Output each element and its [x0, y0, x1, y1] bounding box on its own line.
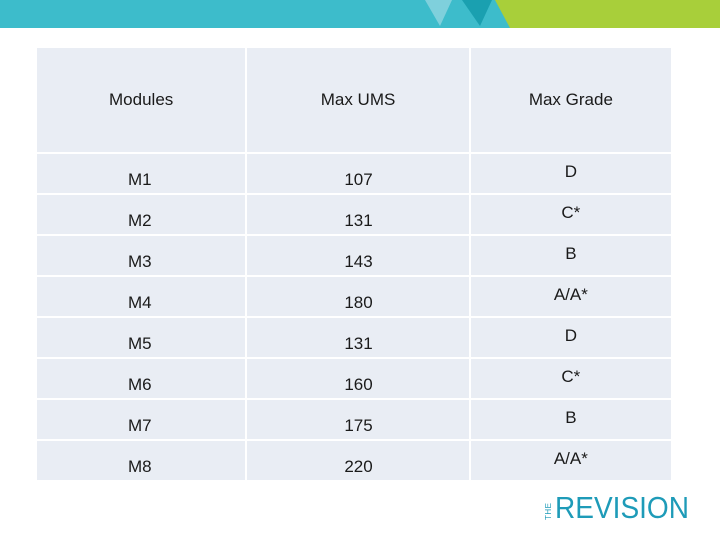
module-cell: M5	[37, 317, 248, 359]
header-max-grade: Max Grade	[469, 48, 671, 154]
max-grade-cell: B	[469, 399, 671, 441]
max-ums-cell: 180	[246, 276, 471, 318]
table-row: M3 143 B	[37, 235, 671, 277]
max-grade-cell: D	[469, 317, 671, 359]
module-cell: M7	[37, 399, 248, 441]
table-row: M4 180 A/A*	[37, 276, 671, 318]
table-row: M2 131 C*	[37, 194, 671, 236]
module-cell: M4	[37, 276, 248, 318]
module-cell: M3	[37, 235, 248, 277]
the-revision-logo: THE REVISION	[544, 490, 689, 522]
module-cell: M2	[37, 194, 248, 236]
module-cell: M8	[37, 440, 248, 480]
table-row: M6 160 C*	[37, 358, 671, 400]
max-grade-cell: A/A*	[553, 449, 588, 468]
max-grade-cell: B	[469, 235, 671, 277]
table-row: M8 220 A/A*	[37, 440, 671, 480]
header-banner	[0, 0, 720, 28]
max-grade-cell: A/A*	[469, 276, 671, 318]
max-ums-cell: 160	[246, 358, 471, 400]
max-ums-cell: 131	[246, 317, 471, 359]
table-row: M5 131 D	[37, 317, 671, 359]
module-cell: M1	[37, 153, 248, 195]
table-row: M1 107 D	[37, 153, 671, 195]
header-modules: Modules	[37, 48, 248, 154]
max-ums-cell: 143	[246, 235, 471, 277]
max-ums-cell: 175	[246, 399, 471, 441]
module-grades-table: Modules Max UMS Max Grade M1 107 D M2 13…	[37, 48, 671, 480]
table-header-row: Modules Max UMS Max Grade	[37, 48, 671, 154]
header-max-ums: Max UMS	[246, 48, 471, 154]
max-grade-cell: C*	[469, 194, 671, 236]
max-ums-cell: 220	[246, 440, 471, 480]
max-grade-cell: D	[469, 153, 671, 195]
module-cell: M6	[37, 358, 248, 400]
table-row: M7 175 B	[37, 399, 671, 441]
logo-wordmark: REVISION	[555, 490, 689, 522]
max-ums-cell: 131	[246, 194, 471, 236]
max-grade-cell: C*	[469, 358, 671, 400]
max-ums-cell: 107	[246, 153, 471, 195]
logo-prefix: THE	[544, 503, 553, 521]
